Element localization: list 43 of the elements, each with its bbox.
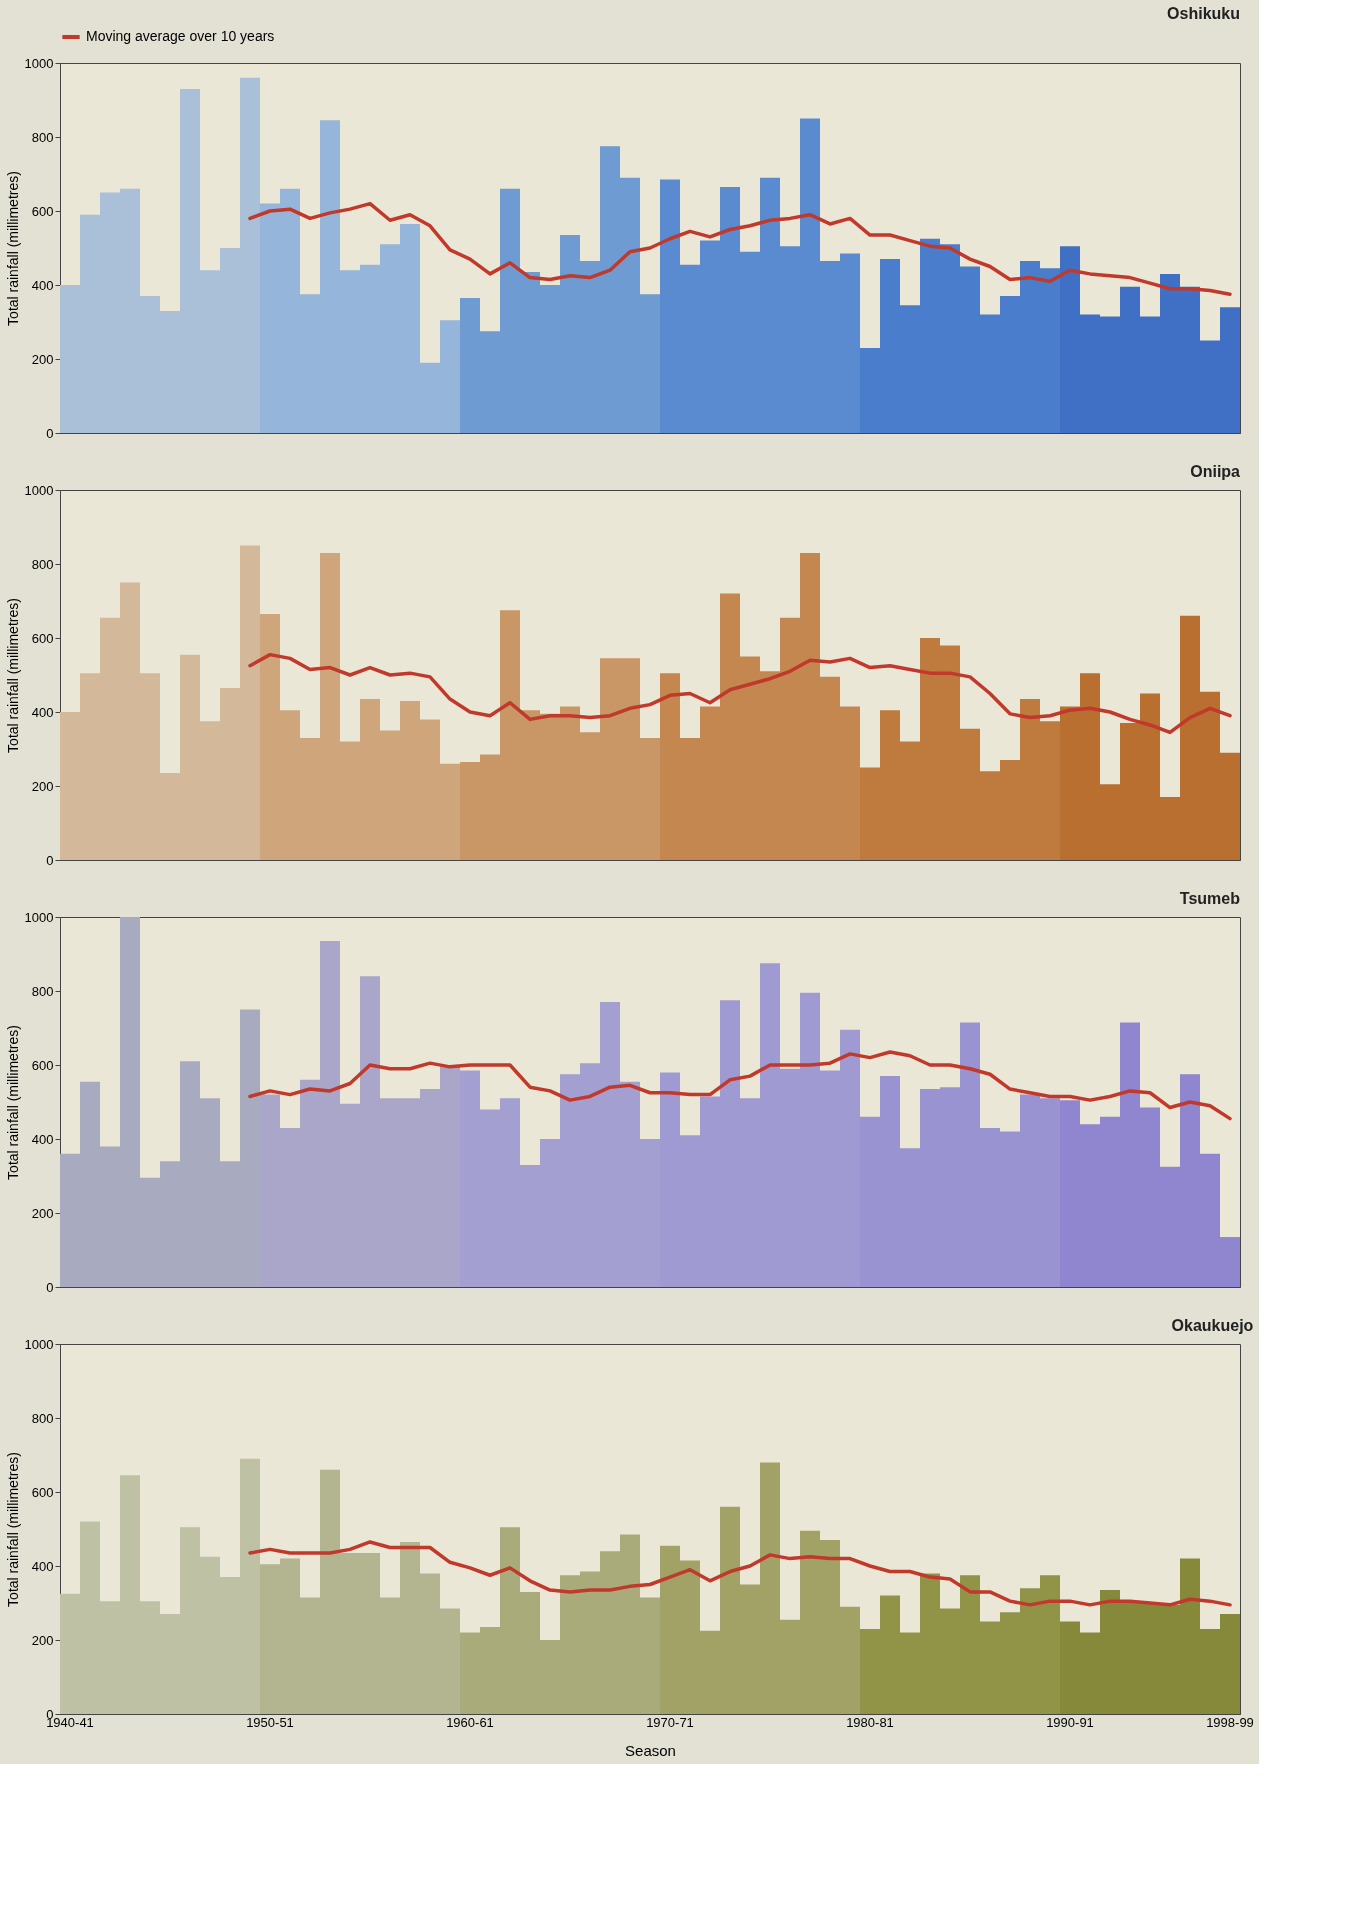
chart-title: Okaukuejo (1171, 1317, 1254, 1334)
y-tick-label: 200 (31, 778, 54, 794)
x-tick-label: 1970-71 (646, 1714, 694, 1730)
chart-title: Oshikuku (1167, 5, 1240, 22)
x-tick-label: 1998-99 (1206, 1714, 1254, 1730)
y-tick-label: 400 (31, 277, 54, 293)
y-tick-label: 200 (31, 1632, 54, 1648)
y-tick-label: 400 (31, 704, 54, 720)
x-axis-title: Season (625, 1741, 676, 1759)
line-series (248, 1050, 1232, 1121)
line-series (248, 201, 1232, 296)
y-axis-title: Total rainfall (millimetres) (4, 1025, 21, 1180)
x-tick-label: 1980-81 (846, 1714, 894, 1730)
y-tick-label: 200 (31, 1205, 54, 1221)
x-tick-label: 1960-61 (446, 1714, 494, 1730)
y-axis-title: Total rainfall (millimetres) (4, 171, 21, 326)
y-tick-label: 1000 (24, 55, 54, 71)
y-tick-label: 600 (31, 203, 54, 219)
y-tick-label: 600 (31, 1484, 54, 1500)
y-axis-title: Total rainfall (millimetres) (4, 598, 21, 753)
y-tick-label: 800 (31, 129, 54, 145)
y-tick-label: 800 (31, 983, 54, 999)
y-tick-label: 1000 (24, 482, 54, 498)
y-tick-label: 600 (31, 630, 54, 646)
y-tick-label: 400 (31, 1131, 54, 1147)
y-tick-label: 1000 (24, 1336, 54, 1352)
chart-title: Oniipa (1190, 463, 1241, 480)
y-tick-label: 200 (31, 351, 54, 367)
x-tick-label: 1950-51 (246, 1714, 294, 1730)
y-tick-label: 800 (31, 1410, 54, 1426)
y-tick-label: 1000 (24, 909, 54, 925)
y-tick-label: 400 (31, 1558, 54, 1574)
line-series (248, 1540, 1232, 1607)
y-tick-label: 600 (31, 1057, 54, 1073)
y-tick-label: 800 (31, 556, 54, 572)
line-series (248, 652, 1232, 735)
x-tick-label: 1990-91 (1046, 1714, 1094, 1730)
chart-title: Tsumeb (1179, 890, 1241, 907)
y-axis-title: Total rainfall (millimetres) (4, 1452, 21, 1607)
y-tick-label: 0 (46, 1279, 54, 1295)
y-tick-label: 0 (46, 852, 54, 868)
y-tick-label: 0 (46, 425, 54, 441)
legend-label: Moving average over 10 years (86, 28, 275, 44)
